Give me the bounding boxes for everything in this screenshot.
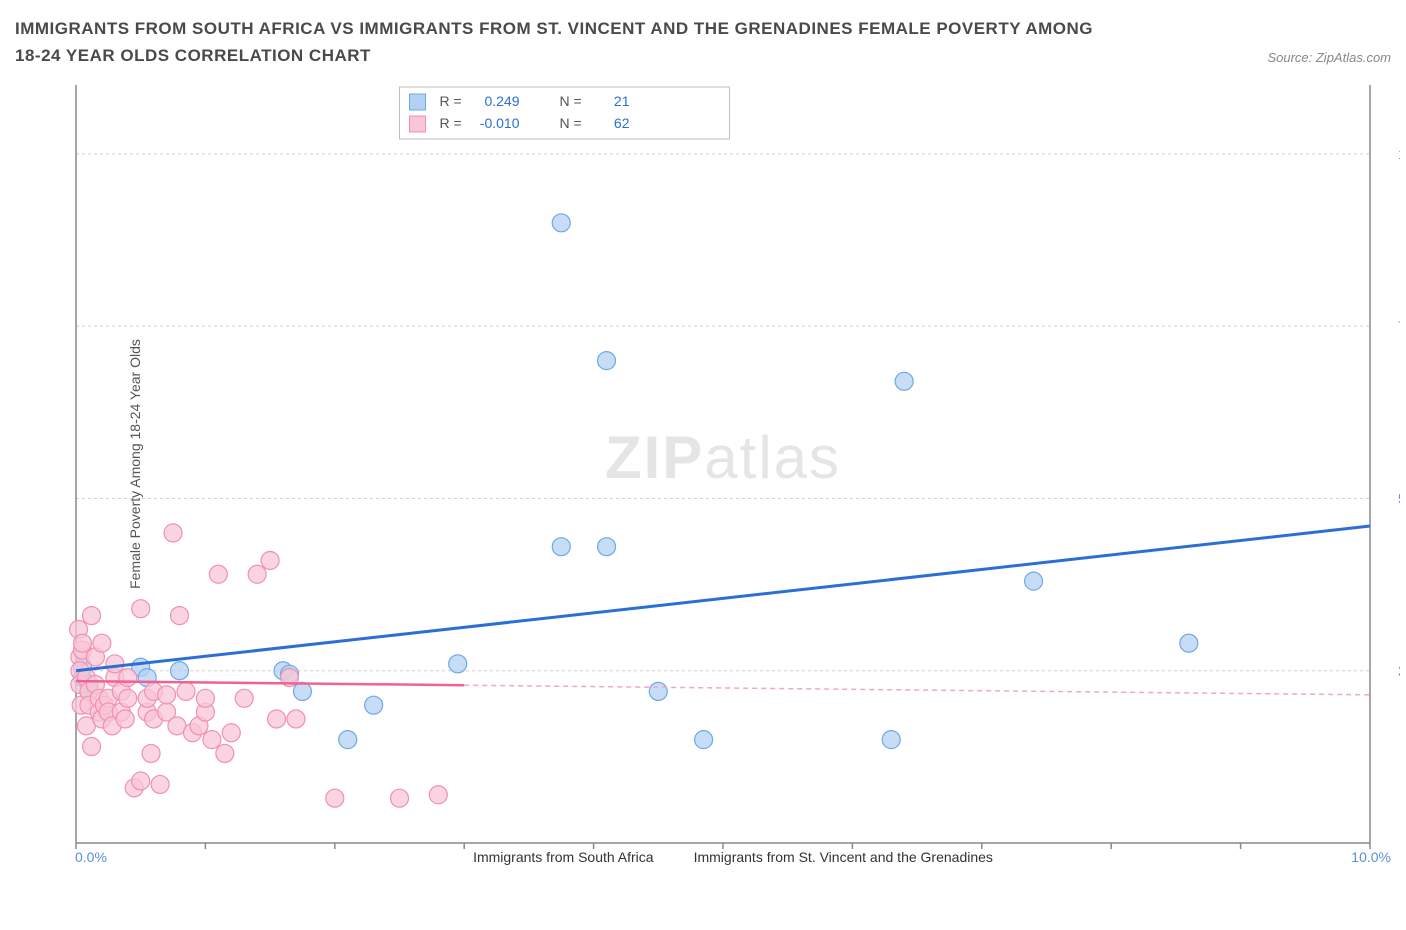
svg-text:N =: N = [560,93,582,109]
svg-text:21: 21 [614,93,630,109]
svg-text:ZIPatlas: ZIPatlas [605,424,841,491]
svg-text:R =: R = [440,115,462,131]
svg-text:25.0%: 25.0% [1398,663,1400,679]
svg-text:0.249: 0.249 [484,93,519,109]
x-axis-row: 0.0% Immigrants from South Africa Immigr… [15,849,1391,865]
source-label: Source: ZipAtlas.com [1267,15,1391,65]
svg-text:-0.010: -0.010 [480,115,520,131]
svg-text:100.0%: 100.0% [1398,146,1400,162]
y-axis-label: Female Poverty Among 18-24 Year Olds [127,339,143,589]
legend-item-south-africa: Immigrants from South Africa [473,849,654,865]
legend-label-pink: Immigrants from St. Vincent and the Gren… [694,849,993,865]
svg-text:62: 62 [614,115,630,131]
svg-text:N =: N = [560,115,582,131]
svg-text:R =: R = [440,93,462,109]
legend-label-blue: Immigrants from South Africa [473,849,654,865]
correlation-chart: ZIPatlas 25.0% 50.0% 75.0% 100.0% R = 0.249 N =… [15,79,1400,849]
x-axis-end-label: 10.0% [1311,849,1391,865]
x-axis-start-label: 0.0% [75,849,155,865]
legend-item-st-vincent: Immigrants from St. Vincent and the Gren… [694,849,993,865]
chart-container: Female Poverty Among 18-24 Year Olds ZIP… [15,79,1391,849]
svg-text:50.0%: 50.0% [1398,491,1400,507]
svg-text:75.0%: 75.0% [1398,319,1400,335]
bottom-legend: Immigrants from South Africa Immigrants … [155,849,1311,865]
page-title: IMMIGRANTS FROM SOUTH AFRICA VS IMMIGRAN… [15,15,1115,69]
